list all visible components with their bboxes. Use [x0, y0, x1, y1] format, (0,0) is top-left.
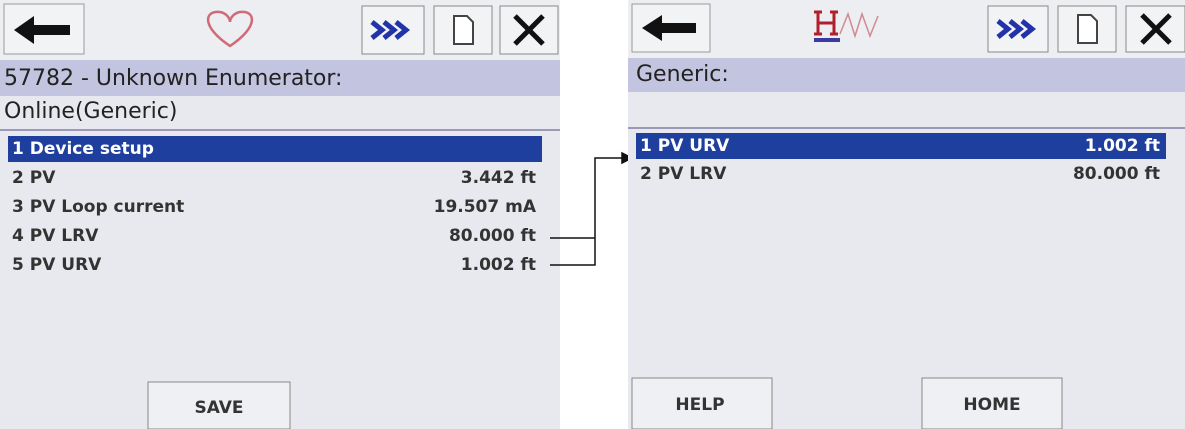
menu-item[interactable]: 1 Device setup: [8, 136, 542, 162]
button-label: HELP: [675, 395, 724, 415]
page: 57782 - Unknown Enumerator: Online(Gener…: [0, 0, 1185, 429]
item-label: 4 PV LRV: [12, 226, 99, 246]
item-value: 80.000 ft: [1073, 164, 1160, 184]
next-button[interactable]: [988, 6, 1048, 52]
close-button[interactable]: [500, 6, 558, 54]
screen-title: 57782 - Unknown Enumerator:: [4, 66, 342, 91]
document-button[interactable]: [1058, 6, 1116, 52]
item-label: 5 PV URV: [12, 255, 102, 275]
document-button[interactable]: [434, 6, 492, 54]
item-value: 1.002 ft: [461, 255, 536, 275]
menu-item[interactable]: 1 PV URV 1.002 ft: [636, 133, 1166, 159]
screen-title: Generic:: [636, 62, 729, 87]
item-value: 19.507 mA: [434, 197, 537, 217]
item-value: 1.002 ft: [1085, 136, 1160, 156]
item-label: 2 PV LRV: [640, 164, 727, 184]
item-value: 3.442 ft: [461, 168, 536, 188]
right-screen: Generic: 1 PV URV 1.002 ft 2 PV LRV 80.000 …: [628, 0, 1185, 429]
item-label: 3 PV Loop current: [12, 197, 184, 217]
button-label: HOME: [963, 395, 1020, 415]
next-button[interactable]: [362, 6, 424, 54]
back-button[interactable]: [4, 4, 84, 54]
left-screen: 57782 - Unknown Enumerator: Online(Gener…: [0, 0, 560, 429]
item-value: 80.000 ft: [449, 226, 536, 246]
item-label: 2 PV: [12, 168, 56, 188]
item-label: 1 PV URV: [640, 136, 730, 156]
connector: [550, 153, 632, 265]
button-label: SAVE: [194, 398, 243, 418]
screen-subtitle: Online(Generic): [4, 99, 177, 124]
close-button[interactable]: [1126, 6, 1185, 52]
back-button[interactable]: [632, 4, 710, 52]
item-label: 1 Device setup: [12, 139, 154, 159]
